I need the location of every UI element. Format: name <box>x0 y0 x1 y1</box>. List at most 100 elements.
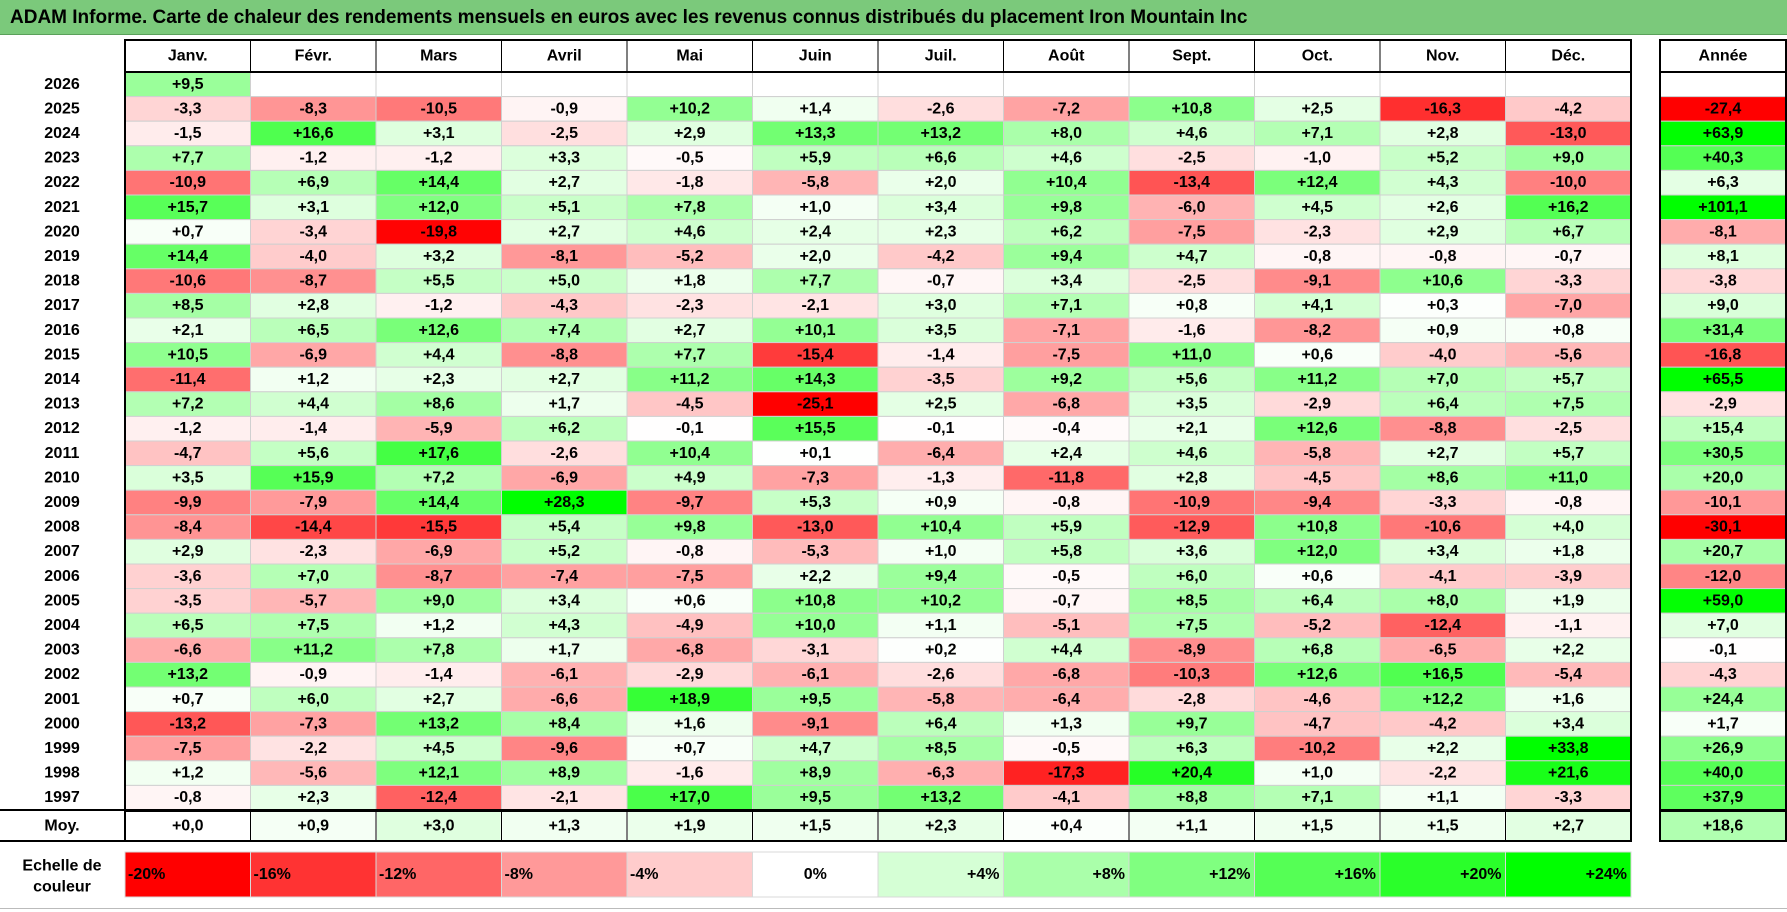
cell-value: +7,1 <box>1301 125 1333 142</box>
cell-value: -16,3 <box>1425 100 1462 117</box>
row-year-label: 2007 <box>44 543 80 560</box>
cell-value: +14,4 <box>419 494 460 511</box>
cell-value: -3,9 <box>1554 568 1582 585</box>
cell-value: +8,5 <box>172 297 204 314</box>
cell-value: +4,7 <box>1176 248 1208 265</box>
cell-value: +12,6 <box>1297 420 1338 437</box>
cell-value: -5,8 <box>801 174 829 191</box>
cell-value: +7,7 <box>172 150 204 167</box>
heatmap-cell <box>124 268 251 294</box>
cell-value: +6,4 <box>1301 592 1333 609</box>
cell-value: +10,4 <box>670 445 711 462</box>
scale-label: -12% <box>379 866 416 883</box>
cell-value: +15,9 <box>293 469 334 486</box>
cell-value: -14,4 <box>295 519 332 536</box>
cell-value: +15,7 <box>168 199 209 216</box>
cell-value: -6,6 <box>174 642 202 659</box>
heatmap-cell <box>124 760 251 786</box>
heatmap-cell <box>375 563 502 590</box>
cell-value: -11,4 <box>170 371 206 388</box>
footer-divider <box>0 908 1787 909</box>
heatmap-cell <box>877 465 1004 491</box>
cell-value: +2,8 <box>297 297 329 314</box>
average-cell <box>1004 812 1128 840</box>
average-cell <box>251 812 375 840</box>
heatmap-cell <box>1254 317 1381 344</box>
heatmap-cell <box>375 71 502 98</box>
heatmap-cell <box>501 760 628 786</box>
cell-value: -8,8 <box>1429 420 1457 437</box>
heatmap-cell <box>501 514 628 540</box>
annual-value: +24,4 <box>1703 691 1744 708</box>
heatmap-cell <box>877 342 1004 368</box>
cell-value: +9,7 <box>1176 715 1208 732</box>
annual-cell <box>1659 440 1787 467</box>
cell-value: -1,6 <box>1178 322 1206 339</box>
heatmap-cell <box>501 317 628 344</box>
heatmap-cell <box>1254 71 1381 98</box>
scale-label: -16% <box>254 866 291 883</box>
heatmap-cell <box>250 588 377 614</box>
heatmap-cell <box>1505 489 1632 516</box>
row-year-label: 2021 <box>44 199 80 216</box>
heatmap-cell <box>1254 366 1381 393</box>
cell-value: -4,3 <box>550 297 578 314</box>
heatmap-cell <box>1505 71 1632 98</box>
cell-value: -7,3 <box>299 715 327 732</box>
cell-value: -0,5 <box>1052 740 1080 757</box>
heatmap-cell <box>626 686 753 713</box>
cell-value: -2,3 <box>676 297 704 314</box>
cell-value: +2,0 <box>799 248 831 265</box>
cell-value: -8,3 <box>299 100 327 117</box>
cell-value: -0,9 <box>299 666 327 683</box>
heatmap-cell <box>1254 415 1381 442</box>
heatmap-cell <box>375 465 502 491</box>
heatmap-cell <box>626 760 753 786</box>
heatmap-cell <box>375 514 502 540</box>
average-annual-cell <box>1659 810 1787 842</box>
row-year-label: 2018 <box>44 273 80 290</box>
heatmap-cell <box>501 612 628 639</box>
heatmap-cell <box>1379 735 1506 762</box>
cell-value: +7,5 <box>1552 396 1584 413</box>
scale-swatch <box>250 851 377 898</box>
row-year-label: 2011 <box>45 445 80 462</box>
heatmap-cell <box>626 735 753 762</box>
cell-value: +4,0 <box>1552 519 1584 536</box>
cell-value: +2,9 <box>172 543 204 560</box>
average-cell <box>1381 812 1505 840</box>
cell-value: +0,6 <box>674 592 706 609</box>
heatmap-cell <box>1379 465 1506 491</box>
cell-value: -6,1 <box>550 666 578 683</box>
cell-value: -5,7 <box>299 592 327 609</box>
average-cell <box>879 812 1003 840</box>
annual-value: +40,3 <box>1703 150 1744 167</box>
heatmap-cell <box>375 760 502 786</box>
column-header-8: Août <box>1048 48 1085 65</box>
heatmap-cell <box>1128 686 1255 713</box>
cell-value: -3,4 <box>299 223 327 240</box>
cell-value: -3,3 <box>1429 494 1457 511</box>
column-header-3: Mars <box>420 48 457 65</box>
heatmap-cell <box>1003 637 1130 663</box>
heatmap-cell <box>877 219 1004 245</box>
heatmap-cell <box>124 342 251 368</box>
cell-value: +1,7 <box>548 642 580 659</box>
cell-value: +6,4 <box>925 715 957 732</box>
cell-value: -3,5 <box>174 592 202 609</box>
cell-value: +7,2 <box>172 396 204 413</box>
cell-value: +17,6 <box>419 445 460 462</box>
cell-value: -9,6 <box>550 740 578 757</box>
cell-value: +1,2 <box>172 765 204 782</box>
column-header-6: Juin <box>799 48 832 65</box>
cell-value: -5,9 <box>425 420 453 437</box>
cell-value: +2,7 <box>1427 445 1459 462</box>
cell-value: -2,5 <box>550 125 578 142</box>
heatmap-cell <box>752 514 879 540</box>
heatmap-cell <box>1128 145 1255 171</box>
annual-cell <box>1659 514 1787 540</box>
heatmap-cell <box>1505 440 1632 467</box>
scale-label: +8% <box>1093 866 1125 883</box>
cell-value: -6,9 <box>425 543 453 560</box>
